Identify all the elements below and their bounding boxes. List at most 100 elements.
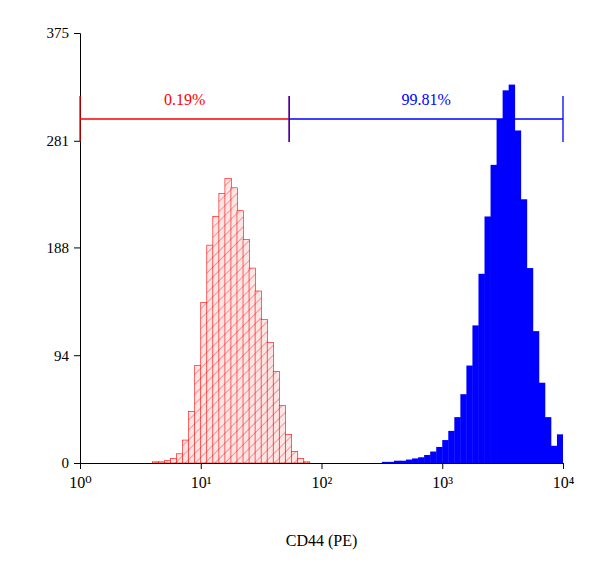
histogram-bar: [509, 85, 515, 463]
tick-label: 375: [47, 25, 70, 41]
histogram-bar: [346, 463, 352, 464]
histogram-bar: [424, 455, 430, 463]
histogram-bar: [183, 463, 189, 464]
series: [152, 179, 309, 463]
histogram-bar: [352, 463, 358, 464]
tick: 188: [47, 240, 81, 256]
histogram-bar: [364, 463, 370, 464]
tick-label: 94: [54, 348, 70, 364]
histogram-bar: [201, 463, 207, 464]
histogram-bar: [98, 463, 104, 464]
tick-label: 188: [47, 240, 70, 256]
histogram-bar: [189, 411, 195, 463]
histogram-bar: [527, 268, 533, 463]
histogram-bar: [116, 463, 122, 464]
histogram-bar: [152, 462, 158, 463]
histogram-bar: [171, 463, 177, 464]
histogram-bar: [382, 462, 388, 463]
x-axis: 10⁰10¹10²10³10⁴: [69, 463, 574, 491]
histogram-bar: [340, 463, 346, 464]
histogram-bar: [122, 463, 128, 464]
histogram-bar: [370, 463, 376, 464]
histogram-bar: [98, 463, 104, 464]
histogram-bar: [243, 463, 249, 464]
tick: 0: [62, 455, 81, 471]
histogram-bar: [430, 452, 436, 463]
tick-label: 10⁰: [69, 474, 91, 491]
histogram-bar: [219, 194, 225, 463]
histogram-bar: [195, 366, 201, 463]
histogram-bar: [267, 463, 273, 464]
y-axis: 0 94 188 281 375: [47, 25, 81, 471]
histogram-bar: [388, 462, 394, 463]
histogram-bar: [207, 245, 213, 463]
histogram-bar: [249, 463, 255, 464]
histogram-bar: [309, 463, 315, 464]
histogram-bar: [273, 371, 279, 463]
bars: [152, 85, 563, 463]
histogram-bar: [545, 417, 551, 463]
histogram-bar: [364, 463, 370, 464]
histogram-bar: [177, 463, 183, 464]
histogram-bar: [158, 462, 164, 463]
histogram-bar: [406, 460, 412, 463]
histogram-bar: [213, 216, 219, 463]
histogram-bar: [146, 463, 152, 464]
histogram-bar: [328, 463, 334, 464]
tick-label: 10²: [312, 474, 333, 491]
tick-label: 10³: [432, 474, 453, 491]
histogram-bar: [358, 463, 364, 464]
histogram-bar: [146, 463, 152, 464]
histogram-bar: [297, 463, 303, 464]
histogram-bar: [303, 463, 309, 464]
histogram-bar: [171, 458, 177, 463]
histogram-bar: [322, 463, 328, 464]
histogram-bar: [334, 463, 340, 464]
histogram-bar: [249, 268, 255, 463]
histogram-bar: [370, 463, 376, 464]
histogram-bar: [376, 463, 382, 464]
histogram-bar: [309, 463, 315, 464]
tick-mark: [74, 141, 80, 142]
histogram-bar: [485, 216, 491, 463]
tick-label: 10¹: [191, 474, 212, 491]
histogram-bar: [267, 343, 273, 463]
series: [382, 85, 563, 463]
tick: 94: [54, 348, 80, 364]
histogram-bar: [140, 463, 146, 464]
histogram-bar: [478, 274, 484, 463]
histogram-bar: [442, 440, 448, 463]
histogram-bar: [291, 463, 297, 464]
tick-mark: [201, 463, 202, 469]
histogram-bar: [231, 463, 237, 464]
histogram-bar: [418, 457, 424, 463]
histogram-bar: [352, 463, 358, 464]
histogram-bar: [436, 447, 442, 463]
tick: 281: [47, 133, 81, 149]
histogram-bar: [231, 188, 237, 463]
histogram-bar: [140, 463, 146, 464]
histogram-bar: [346, 463, 352, 464]
tick-mark: [563, 463, 564, 469]
tick: 10⁰: [69, 463, 91, 491]
histogram-bar: [86, 463, 92, 464]
tick: 10²: [312, 463, 333, 491]
tick-mark: [442, 463, 443, 469]
histogram-bar: [503, 90, 509, 463]
gate-label: 99.81%: [401, 91, 450, 108]
plot: 10⁰10¹10²10³10⁴0941882813750.19%99.81%: [47, 25, 575, 491]
histogram-bar: [285, 434, 291, 463]
histogram-bar: [460, 394, 466, 463]
histogram-bar: [207, 463, 213, 464]
histogram-bar: [213, 463, 219, 464]
histogram-bar: [551, 446, 557, 463]
tick-label: 0: [62, 455, 70, 471]
gate-label: 0.19%: [164, 91, 205, 108]
histogram-bar: [243, 239, 249, 463]
histogram-bar: [177, 454, 183, 463]
histogram-bar: [491, 165, 497, 463]
histogram-bar: [110, 463, 116, 464]
histogram-bar: [255, 463, 261, 464]
histogram-bar: [539, 383, 545, 463]
histogram-bar: [388, 463, 394, 464]
